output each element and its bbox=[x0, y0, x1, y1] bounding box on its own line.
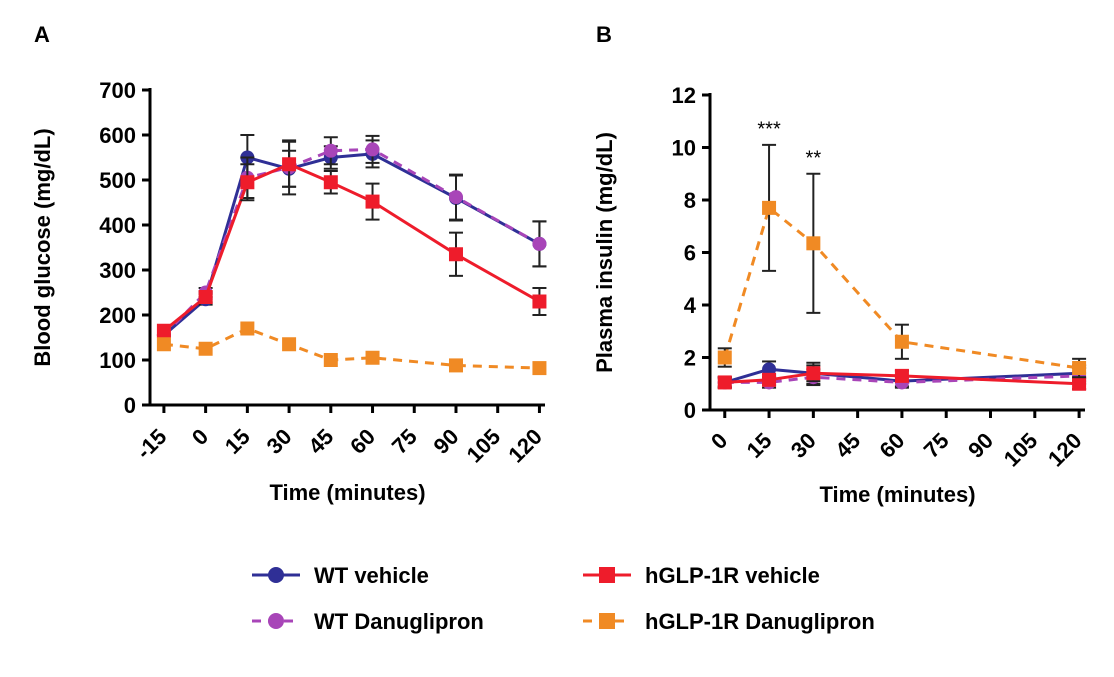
y-tick-label: 0 bbox=[684, 398, 696, 423]
series-hglp-vehicle bbox=[717, 364, 1087, 391]
series-hglp-vehicle bbox=[156, 140, 547, 338]
panel-letter: A bbox=[34, 22, 50, 47]
data-point bbox=[448, 190, 463, 205]
x-tick-label: 15 bbox=[220, 424, 255, 459]
data-point bbox=[323, 143, 338, 158]
x-tick-label: 0 bbox=[187, 424, 213, 450]
data-point bbox=[323, 353, 338, 367]
x-tick-label: 15 bbox=[742, 428, 777, 463]
legend-label: WT Danuglipron bbox=[314, 609, 484, 634]
legend-label: WT vehicle bbox=[314, 563, 429, 588]
significance-label: *** bbox=[757, 119, 781, 141]
y-tick-label: 700 bbox=[99, 78, 136, 103]
y-axis-title: Plasma insulin (mg/dL) bbox=[592, 132, 617, 373]
x-tick-label: 45 bbox=[830, 428, 865, 463]
data-point bbox=[806, 366, 821, 381]
y-tick-label: 0 bbox=[124, 393, 136, 418]
x-axis-title: Time (minutes) bbox=[819, 482, 975, 507]
series-line bbox=[163, 327, 540, 370]
data-point bbox=[282, 157, 297, 172]
data-point bbox=[448, 247, 463, 262]
data-point bbox=[717, 375, 732, 390]
y-tick-label: 8 bbox=[684, 188, 696, 213]
legend-marker bbox=[599, 567, 615, 583]
x-tick-label: 105 bbox=[462, 424, 506, 468]
x-tick-label: 120 bbox=[1043, 428, 1087, 472]
legend-label: hGLP-1R Danuglipron bbox=[645, 609, 875, 634]
data-point bbox=[323, 175, 338, 190]
x-tick-label: -15 bbox=[131, 424, 171, 464]
y-tick-label: 10 bbox=[672, 136, 696, 161]
series-hglp-danu bbox=[717, 143, 1087, 379]
legend-item-hglp-vehicle: hGLP-1R vehicle bbox=[583, 563, 820, 588]
data-point bbox=[717, 350, 732, 365]
y-tick-label: 500 bbox=[99, 168, 136, 193]
y-tick-label: 100 bbox=[99, 348, 136, 373]
data-point bbox=[1072, 376, 1087, 391]
data-point bbox=[1072, 361, 1087, 375]
data-point bbox=[365, 350, 380, 365]
data-point bbox=[365, 142, 380, 157]
data-point bbox=[532, 361, 547, 376]
y-tick-label: 6 bbox=[684, 241, 696, 266]
series-line bbox=[162, 147, 541, 337]
y-tick-label: 200 bbox=[99, 303, 136, 328]
data-point bbox=[156, 323, 171, 338]
data-point bbox=[198, 341, 213, 356]
data-point bbox=[282, 337, 297, 352]
legend-item-hglp-danu: hGLP-1R Danuglipron bbox=[583, 609, 875, 634]
x-tick-label: 75 bbox=[919, 428, 954, 463]
series-wt-danu bbox=[156, 134, 547, 343]
data-point bbox=[806, 236, 821, 251]
y-tick-label: 4 bbox=[684, 293, 697, 318]
data-point bbox=[532, 236, 547, 251]
legend-marker bbox=[599, 613, 615, 629]
data-point bbox=[156, 337, 171, 352]
legend: WT vehicle hGLP-1R vehicle WT Danuglipron h… bbox=[252, 563, 875, 634]
y-axis-title: Blood glucose (mg/dL) bbox=[30, 128, 55, 366]
series-hglp-danu bbox=[156, 321, 547, 376]
data-point bbox=[240, 175, 255, 190]
data-point bbox=[448, 358, 463, 373]
data-point bbox=[894, 334, 909, 349]
series-line bbox=[162, 152, 541, 337]
series-line bbox=[162, 162, 541, 332]
y-tick-label: 600 bbox=[99, 123, 136, 148]
legend-item-wt-danu: WT Danuglipron bbox=[252, 609, 484, 634]
data-point bbox=[762, 372, 777, 387]
data-point bbox=[240, 321, 255, 336]
x-tick-label: 60 bbox=[874, 428, 909, 463]
series-wt-vehicle bbox=[156, 134, 547, 343]
x-tick-label: 30 bbox=[786, 428, 821, 463]
data-point bbox=[365, 194, 380, 209]
x-tick-label: 60 bbox=[345, 424, 380, 459]
x-tick-label: 0 bbox=[706, 428, 732, 454]
significance-label: ** bbox=[806, 148, 822, 170]
y-tick-label: 12 bbox=[672, 83, 696, 108]
x-tick-label: 30 bbox=[262, 424, 297, 459]
x-tick-label: 45 bbox=[303, 424, 338, 459]
legend-marker bbox=[268, 613, 284, 629]
y-tick-label: 300 bbox=[99, 258, 136, 283]
x-axis-title: Time (minutes) bbox=[269, 480, 425, 505]
x-tick-label: 120 bbox=[503, 424, 547, 468]
x-tick-label: 90 bbox=[963, 428, 998, 463]
x-tick-label: 90 bbox=[429, 424, 464, 459]
data-point bbox=[198, 290, 213, 304]
x-tick-label: 105 bbox=[999, 428, 1043, 472]
x-tick-label: 75 bbox=[387, 424, 422, 459]
data-point bbox=[894, 368, 909, 383]
y-tick-label: 400 bbox=[99, 213, 136, 238]
legend-item-wt-vehicle: WT vehicle bbox=[252, 563, 429, 588]
y-tick-label: 2 bbox=[684, 346, 696, 371]
data-point bbox=[532, 294, 547, 309]
data-point bbox=[762, 200, 777, 215]
legend-marker bbox=[268, 567, 284, 583]
panel-letter: B bbox=[596, 22, 612, 47]
legend-label: hGLP-1R vehicle bbox=[645, 563, 820, 588]
